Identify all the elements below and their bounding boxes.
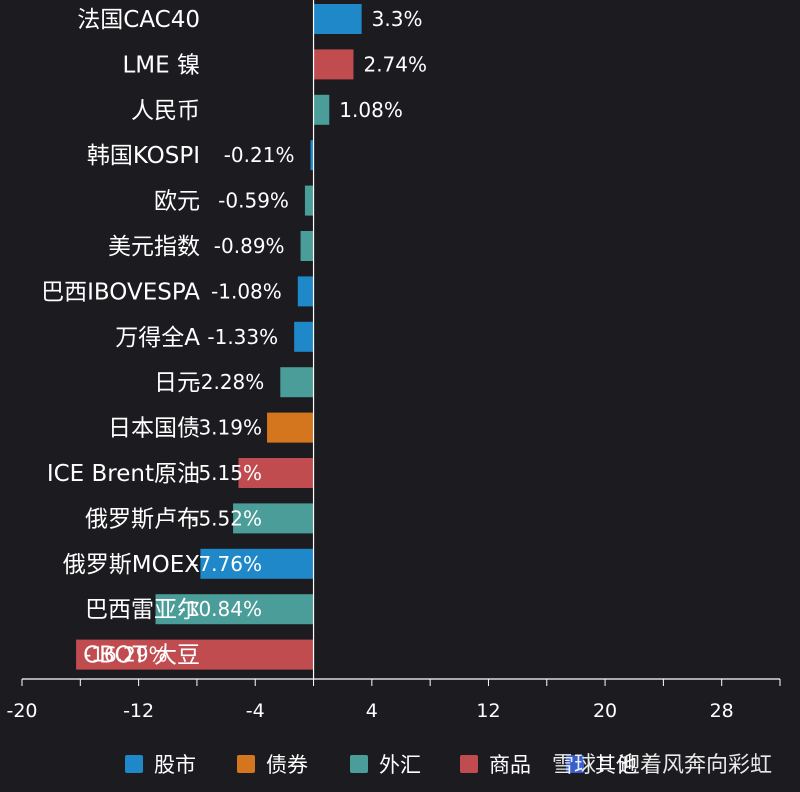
bar [267,412,314,443]
category-label: ICE Brent原油 [47,461,200,487]
category-label: 巴西雷亚尔 [85,597,200,623]
x-tick-label: -12 [123,700,154,722]
category-label: 法国CAC40 [77,7,200,33]
value-label: -3.19% [191,416,262,440]
x-tick-label: -20 [6,700,37,722]
value-label: 2.74% [363,52,427,76]
bar [304,185,314,216]
bar [76,639,314,670]
legend-label: 其他 [595,753,637,777]
value-label: 3.3% [372,7,423,31]
bar [155,594,314,625]
value-label: -7.76% [191,552,262,576]
value-label: -10.84% [179,597,262,621]
category-label: 俄罗斯MOEX [63,552,200,578]
legend-swatch [460,755,478,773]
bar [294,321,314,352]
x-tick-label: -4 [246,700,265,722]
bar [238,458,314,488]
value-label: -5.15% [191,461,262,485]
bar [313,49,354,80]
legend-swatch [566,755,584,773]
category-label: 欧元 [154,189,200,215]
legend-label: 外汇 [379,753,421,777]
x-tick-label: 4 [366,700,378,722]
category-label: 俄罗斯卢布 [85,506,200,532]
value-label: -5.52% [191,506,262,530]
x-axis: -20 -12 -4 4 12 20 28 [6,0,781,722]
category-label: 巴西IBOVESPA [41,279,200,305]
bar [233,503,314,534]
bar [280,367,314,398]
bar [200,548,314,579]
bars-layer: 法国CAC40 3.3% LME 镍 2.74% 人民币 1.08% 韩国KOSPI -0.2… [41,4,427,670]
category-label: 日元 [154,370,200,396]
value-label: -2.28% [194,370,265,394]
category-label: LME 镍 [122,52,200,78]
legend-swatch [125,755,143,773]
legend-label: 股市 [154,753,196,777]
x-tick-label: 12 [476,700,500,722]
legend-swatch [350,755,368,773]
x-tick-label: 20 [593,700,617,722]
bar [300,231,314,261]
category-label: 韩国KOSPI [87,143,200,169]
legend-label: 商品 [489,753,531,777]
bar [313,4,362,34]
value-label: -0.89% [214,234,285,258]
value-label: -16.29% [84,643,167,667]
category-label: 万得全A [115,325,200,351]
watermark-text: 雪球：迎着风奔向彩虹 [552,753,772,778]
category-label: 美元指数 [108,234,200,260]
value-label: -0.21% [224,143,295,167]
value-label: -1.33% [207,325,278,349]
category-label: 日本国债 [108,416,200,442]
value-label: -1.08% [211,279,282,303]
legend-swatch [237,755,255,773]
x-tick-label: 28 [710,700,734,722]
category-label: CBOT 大豆 [83,643,200,669]
legend-label: 债券 [266,753,308,777]
bar [313,94,330,125]
bar [310,140,314,171]
value-label: -0.59% [218,189,289,213]
value-label: 1.08% [339,98,403,122]
category-label: 人民币 [131,98,200,124]
legend: 股市 债券 外汇 商品 其他 [125,753,637,777]
bar [297,276,314,307]
